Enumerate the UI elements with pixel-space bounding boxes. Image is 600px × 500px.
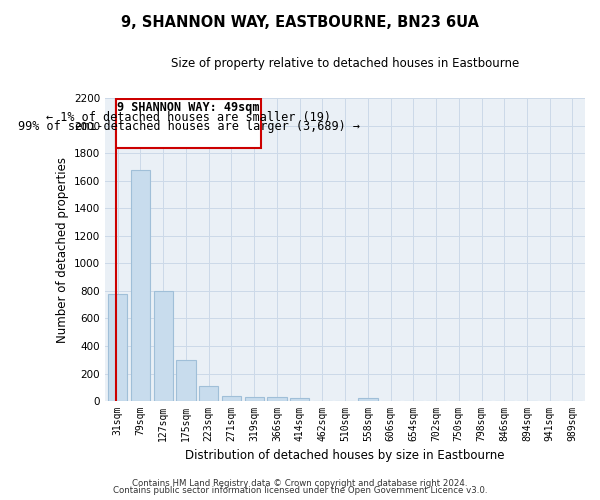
Bar	[108, 294, 127, 401]
Bar	[131, 170, 150, 401]
Bar	[290, 398, 310, 401]
Bar	[154, 291, 173, 401]
Bar	[199, 386, 218, 401]
Y-axis label: Number of detached properties: Number of detached properties	[56, 156, 68, 342]
Bar	[222, 396, 241, 401]
Bar	[267, 397, 287, 401]
Text: Contains public sector information licensed under the Open Government Licence v3: Contains public sector information licen…	[113, 486, 487, 495]
Bar	[176, 360, 196, 401]
Text: ← 1% of detached houses are smaller (19): ← 1% of detached houses are smaller (19)	[46, 111, 331, 124]
Bar	[245, 397, 264, 401]
Text: Contains HM Land Registry data © Crown copyright and database right 2024.: Contains HM Land Registry data © Crown c…	[132, 478, 468, 488]
Text: 9 SHANNON WAY: 49sqm: 9 SHANNON WAY: 49sqm	[118, 101, 260, 114]
Title: Size of property relative to detached houses in Eastbourne: Size of property relative to detached ho…	[171, 58, 519, 70]
Text: 9, SHANNON WAY, EASTBOURNE, BN23 6UA: 9, SHANNON WAY, EASTBOURNE, BN23 6UA	[121, 15, 479, 30]
Bar	[358, 398, 377, 401]
Text: 99% of semi-detached houses are larger (3,689) →: 99% of semi-detached houses are larger (…	[17, 120, 359, 134]
FancyBboxPatch shape	[116, 100, 261, 148]
X-axis label: Distribution of detached houses by size in Eastbourne: Distribution of detached houses by size …	[185, 450, 505, 462]
